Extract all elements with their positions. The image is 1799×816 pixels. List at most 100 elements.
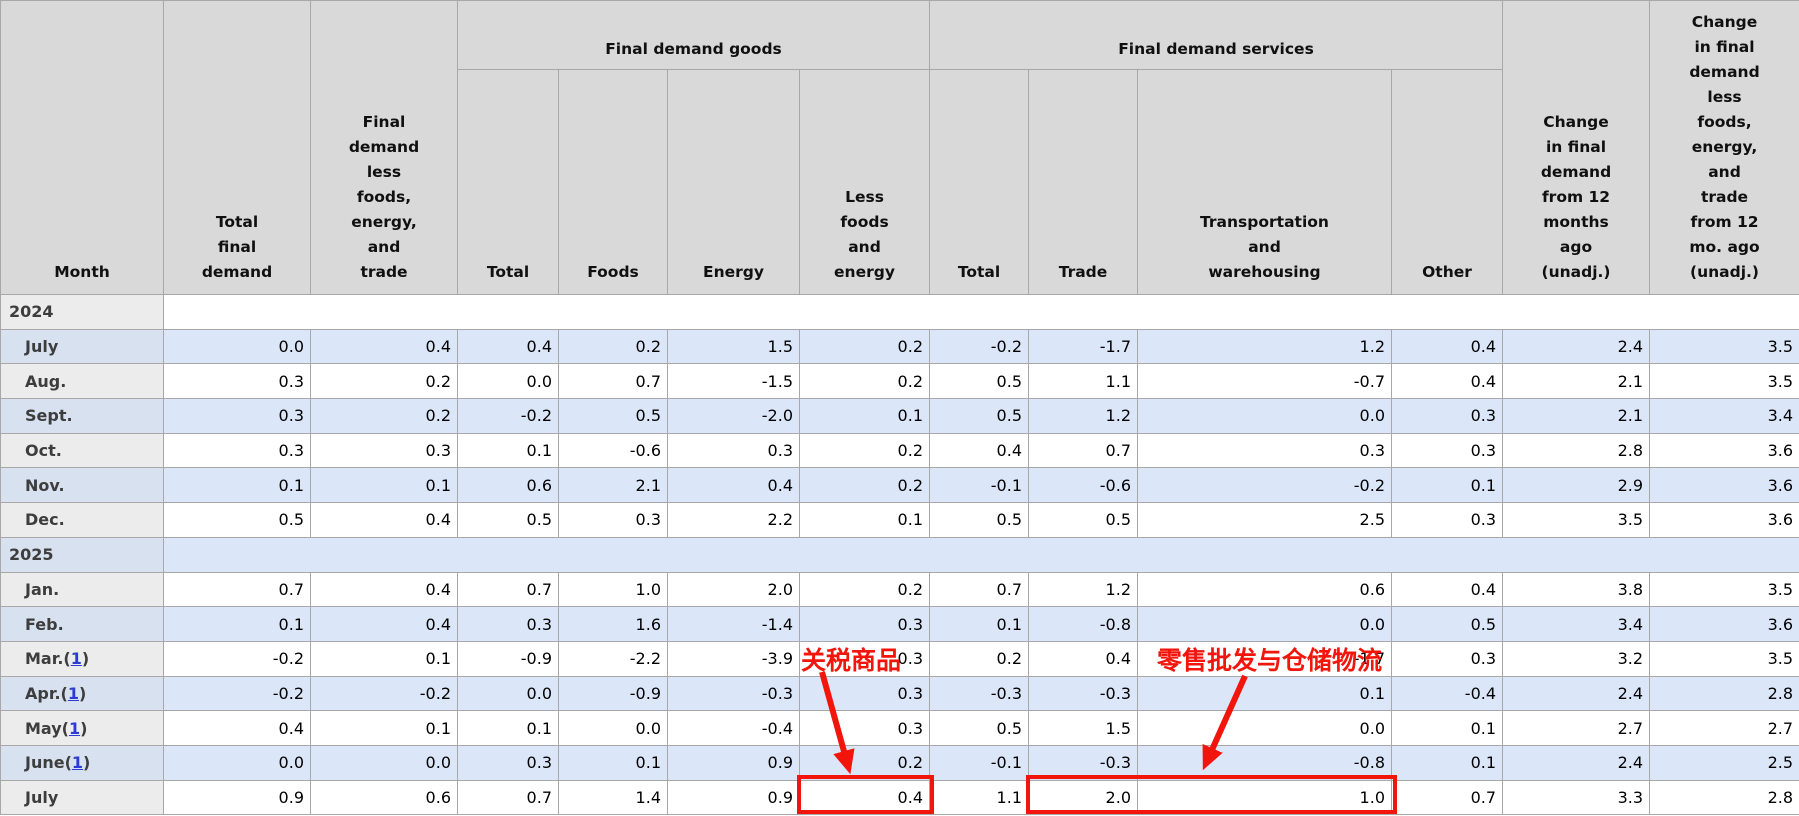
value-cell: -3.9 bbox=[667, 640, 800, 677]
value-cell: 0.3 bbox=[1390, 640, 1504, 677]
table-row: May(1) 0.4 0.1 0.1 0.0 -0.4 0.3 0.5 1.5 0.0 0.1 2.7… bbox=[0, 710, 1799, 746]
footnote-link[interactable]: 1 bbox=[67, 683, 79, 703]
group-header-final-demand-services: Final demand services bbox=[928, 0, 1504, 70]
value-cell: 2.1 bbox=[1502, 398, 1651, 434]
value-cell: -0.4 bbox=[1390, 675, 1504, 712]
col-header-change-less-12mo: Change in final demand less foods, energ… bbox=[1649, 0, 1799, 295]
value-cell: 0.5 bbox=[163, 502, 311, 538]
value-cell: 0.0 bbox=[163, 328, 311, 365]
value-cell: 0.4 bbox=[457, 328, 559, 365]
value-cell: -0.1 bbox=[929, 467, 1029, 504]
value-cell: 0.1 bbox=[1390, 467, 1504, 504]
month-label: Dec. bbox=[0, 502, 164, 538]
value-cell: 0.2 bbox=[799, 571, 930, 608]
value-cell: 0.6 bbox=[457, 467, 559, 504]
value-cell: 3.5 bbox=[1649, 328, 1799, 365]
value-cell: 0.2 bbox=[799, 363, 930, 400]
value-cell: 3.6 bbox=[1649, 502, 1799, 538]
value-cell: -0.6 bbox=[1028, 467, 1138, 504]
value-cell: 0.1 bbox=[457, 432, 559, 469]
value-cell: -0.1 bbox=[929, 744, 1029, 781]
col-header-services-other: Other bbox=[1390, 69, 1504, 295]
value-cell: 0.0 bbox=[310, 744, 458, 781]
value-cell: 2.4 bbox=[1502, 675, 1651, 712]
table-row: Dec. 0.5 0.4 0.5 0.3 2.2 0.1 0.5 0.5 2.5 0.3 3.5 3.6 bbox=[0, 502, 1799, 538]
value-cell: 0.3 bbox=[1390, 502, 1504, 538]
value-cell: 3.8 bbox=[1502, 571, 1651, 608]
value-cell: 2.8 bbox=[1649, 779, 1799, 816]
value-cell: 2.8 bbox=[1649, 675, 1799, 712]
value-cell: 0.0 bbox=[1137, 606, 1392, 642]
value-cell: 0.4 bbox=[310, 502, 458, 538]
value-cell: 0.1 bbox=[558, 744, 668, 781]
value-cell: 0.0 bbox=[457, 363, 559, 400]
table-row: Nov. 0.1 0.1 0.6 2.1 0.4 0.2 -0.1 -0.6 -0.2 0.1 2.9… bbox=[0, 467, 1799, 504]
value-cell: 2.0 bbox=[667, 571, 800, 608]
value-cell: -1.4 bbox=[667, 606, 800, 642]
value-cell: -0.7 bbox=[1137, 363, 1392, 400]
value-cell: -0.2 bbox=[1137, 467, 1392, 504]
col-header-services-trade: Trade bbox=[1028, 69, 1138, 295]
month-label: July bbox=[0, 328, 164, 365]
value-cell: 0.3 bbox=[163, 432, 311, 469]
value-cell: 1.6 bbox=[558, 606, 668, 642]
value-cell: 0.3 bbox=[799, 606, 930, 642]
value-cell: -0.2 bbox=[163, 675, 311, 712]
value-cell: 0.6 bbox=[1137, 571, 1392, 608]
value-cell: 3.2 bbox=[1502, 640, 1651, 677]
value-cell: 0.7 bbox=[1390, 779, 1504, 816]
month-label: Apr.(1) bbox=[0, 675, 164, 712]
value-cell: 3.6 bbox=[1649, 606, 1799, 642]
value-cell: 0.4 bbox=[929, 432, 1029, 469]
col-header-goods-less-foods-energy: Less foods and energy bbox=[799, 69, 930, 295]
value-cell: 0.3 bbox=[1390, 398, 1504, 434]
value-cell: 0.4 bbox=[1028, 640, 1138, 677]
value-cell: 0.2 bbox=[799, 432, 930, 469]
year-label: 2024 bbox=[0, 294, 164, 330]
month-label: Nov. bbox=[0, 467, 164, 504]
value-cell: 2.1 bbox=[558, 467, 668, 504]
value-cell: -0.9 bbox=[457, 640, 559, 677]
value-cell: 1.5 bbox=[667, 328, 800, 365]
value-cell: 2.9 bbox=[1502, 467, 1651, 504]
col-header-change-12mo: Change in final demand from 12 months ag… bbox=[1502, 0, 1651, 295]
col-header-goods-foods: Foods bbox=[558, 69, 668, 295]
month-label: Feb. bbox=[0, 606, 164, 642]
value-cell: 0.3 bbox=[163, 363, 311, 400]
footnote-link[interactable]: 1 bbox=[68, 718, 81, 738]
value-cell: 0.7 bbox=[163, 571, 311, 608]
group-header-final-demand-goods: Final demand goods bbox=[457, 0, 930, 70]
value-cell: 0.3 bbox=[799, 710, 930, 746]
month-label: Sept. bbox=[0, 398, 164, 434]
value-cell: 0.4 bbox=[1390, 571, 1504, 608]
table-row: Mar.(1) -0.2 0.1 -0.9 -2.2 -3.9 0.3 0.2 0.4 -1.7 0… bbox=[0, 640, 1799, 677]
value-cell: 0.0 bbox=[457, 675, 559, 712]
value-cell: 0.2 bbox=[799, 467, 930, 504]
value-cell: 0.2 bbox=[310, 398, 458, 434]
value-cell: -0.2 bbox=[310, 675, 458, 712]
month-label: June(1) bbox=[0, 744, 164, 781]
value-cell: 0.3 bbox=[667, 432, 800, 469]
month-label: Aug. bbox=[0, 363, 164, 400]
footnote-link[interactable]: 1 bbox=[70, 649, 82, 669]
value-cell: 1.5 bbox=[1028, 710, 1138, 746]
value-cell: 0.5 bbox=[1390, 606, 1504, 642]
value-cell: 1.1 bbox=[929, 779, 1029, 816]
value-cell: -0.2 bbox=[929, 328, 1029, 365]
value-cell: 0.6 bbox=[310, 779, 458, 816]
value-cell: 2.0 bbox=[1028, 779, 1138, 816]
value-cell: 0.3 bbox=[1137, 432, 1392, 469]
value-cell: -0.6 bbox=[558, 432, 668, 469]
value-cell: 0.5 bbox=[1028, 502, 1138, 538]
value-cell: 0.5 bbox=[558, 398, 668, 434]
value-cell: 0.1 bbox=[163, 467, 311, 504]
footnote-link[interactable]: 1 bbox=[71, 753, 84, 773]
value-cell: 1.4 bbox=[558, 779, 668, 816]
value-cell: 3.4 bbox=[1502, 606, 1651, 642]
value-cell: 0.3 bbox=[558, 502, 668, 538]
value-cell: 0.1 bbox=[929, 606, 1029, 642]
value-cell: 0.5 bbox=[457, 502, 559, 538]
value-cell: -1.7 bbox=[1028, 328, 1138, 365]
